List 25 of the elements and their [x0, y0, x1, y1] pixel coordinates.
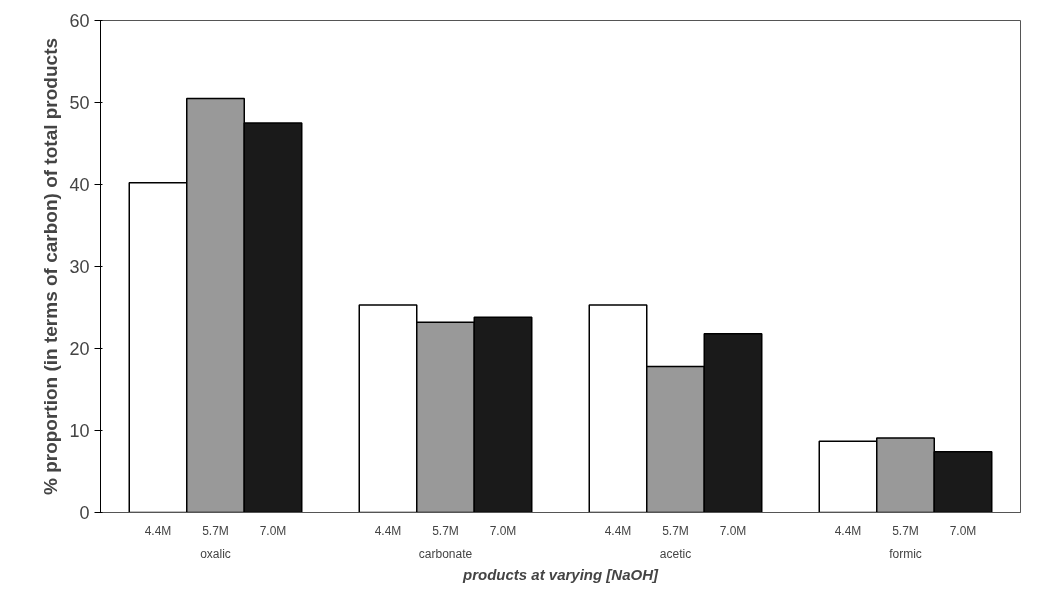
text: 5.7M — [892, 523, 919, 538]
series-label: 5.7M — [202, 523, 229, 538]
y-axis-title: % proportion (in terms of carbon) of total products — [40, 37, 62, 496]
series-label: 4.4M — [144, 523, 172, 538]
text: 4.4M — [604, 523, 632, 538]
x-tick-label: acetic — [659, 546, 692, 561]
x-tick-label: formic — [889, 546, 922, 561]
text: 4.4M — [374, 523, 402, 538]
text: 7.0M — [719, 523, 747, 538]
x-tick-label: carbonate — [418, 546, 473, 561]
text: 5.7M — [662, 523, 689, 538]
y-tick-label: 40 — [69, 175, 90, 195]
series-label: 7.0M — [259, 523, 287, 538]
text: 7.0M — [489, 523, 517, 538]
text: 4.4M — [834, 523, 862, 538]
text: 7.0M — [949, 523, 977, 538]
x-tick-label: oxalic — [200, 546, 231, 561]
text: 5.7M — [432, 523, 459, 538]
y-tick-label: 50 — [69, 93, 90, 113]
y-tick-label: 60 — [69, 11, 90, 31]
y-tick-label: 20 — [69, 339, 90, 359]
y-tick-label: 10 — [69, 421, 90, 441]
y-tick-label: 30 — [69, 257, 90, 277]
y-tick-label: 0 — [79, 503, 90, 523]
x-axis-title: products at varying [NaOH] — [461, 565, 660, 583]
